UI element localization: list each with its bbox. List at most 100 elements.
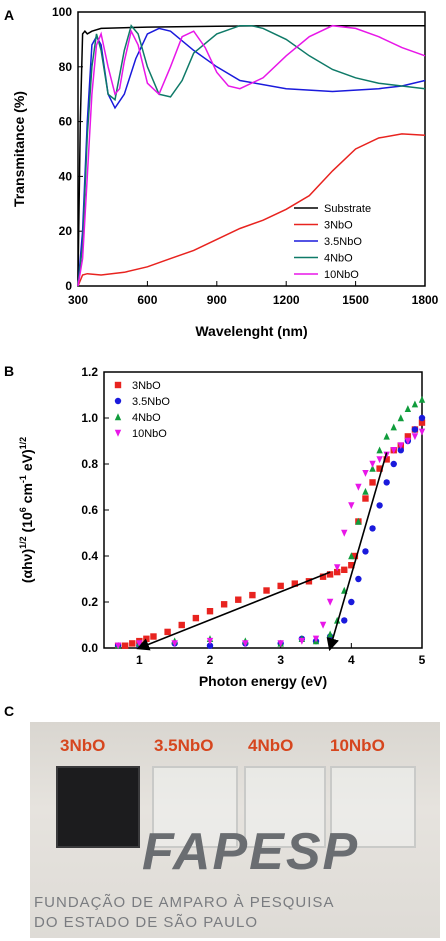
logo-wordmark: FAPESP (142, 823, 360, 881)
data-point (206, 637, 214, 645)
data-point (397, 447, 404, 454)
y-tick-label: 40 (59, 169, 73, 183)
data-point (291, 580, 298, 587)
samples-photo: 3NbO 3.5NbO 4NbO 10NbO FAPESP FUNDAÇÃO D… (30, 722, 440, 938)
data-point (376, 456, 383, 464)
data-point (355, 483, 362, 491)
data-point (404, 405, 412, 412)
data-point (114, 429, 122, 437)
x-axis-label: Wavelenght (nm) (195, 323, 307, 339)
series-line (77, 24, 426, 287)
data-point (334, 616, 341, 624)
panel-c-label: C (4, 703, 14, 719)
data-point (397, 414, 404, 422)
data-point (369, 525, 376, 532)
x-tick-label: 300 (68, 293, 88, 307)
data-point (143, 635, 150, 642)
sample-label-3nbo: 3NbO (60, 736, 106, 755)
y-tick-label: 1.2 (81, 365, 98, 379)
panel-a-label: A (4, 7, 14, 23)
series-line (77, 24, 425, 281)
y-axis-label-part: eV) (19, 449, 35, 475)
logo-line-2: DO ESTADO DE SÃO PAULO (34, 914, 258, 931)
data-point (206, 642, 214, 649)
data-point (178, 621, 185, 629)
data-point (351, 552, 359, 560)
transmittance-chart: A 300 600 900 1200 1500 1800 0 20 40 60 80 100 Wavel… (4, 5, 439, 339)
data-point (376, 502, 383, 509)
data-point (192, 614, 200, 622)
legend-entry: 3NbO (324, 220, 353, 232)
x-tick-label: 4 (348, 653, 355, 667)
data-point (369, 460, 376, 468)
y-tick-label: 0.8 (81, 457, 98, 471)
data-point (220, 601, 228, 608)
data-point (326, 630, 334, 638)
data-point (348, 552, 355, 560)
data-point (312, 635, 320, 643)
data-point (362, 495, 369, 502)
fit-line (136, 571, 331, 651)
legend-entry: 4NbO (324, 253, 353, 265)
legend-entry: 4NbO (132, 412, 161, 424)
legend-entry: 10NbO (324, 269, 359, 281)
legend-entry: 3.5NbO (132, 396, 170, 408)
data-point (114, 397, 122, 405)
data-point (404, 433, 412, 440)
data-point (348, 562, 355, 569)
data-point (362, 548, 369, 555)
x-tick-label: 1800 (412, 293, 439, 307)
data-point (235, 596, 242, 603)
data-point (418, 395, 426, 403)
data-point (334, 564, 341, 572)
plot-frame (77, 11, 426, 287)
y-tick-label: 0.4 (81, 549, 98, 563)
sample-label-3-5nbo: 3.5NbO (154, 736, 214, 755)
sample-glass-3nbo (56, 766, 140, 848)
tauc-plot-chart: B 1 2 3 4 5 0.0 0.2 0.4 0.6 0.8 1.0 1.2 Photon energ… (4, 363, 426, 689)
y-tick-label: 1.0 (81, 411, 98, 425)
panel-c-caption: C (4, 703, 14, 719)
data-point (334, 568, 341, 576)
x-tick-label: 2 (207, 653, 214, 667)
sample-glass-4nbo (244, 766, 326, 848)
x-tick-label: 900 (207, 293, 227, 307)
data-point (341, 566, 348, 573)
data-point (319, 621, 327, 629)
y-tick-label: 100 (52, 5, 72, 19)
data-point (263, 587, 270, 594)
data-point (171, 640, 178, 648)
data-point (369, 479, 376, 486)
series-line (77, 27, 426, 287)
y-tick-label: 0 (65, 279, 72, 293)
x-tick-label: 1200 (273, 293, 300, 307)
data-point (298, 637, 306, 645)
y-tick-label: 60 (59, 115, 73, 129)
data-point (418, 414, 426, 422)
y-axis-label-part: 1/2 (18, 437, 28, 450)
data-point (341, 617, 348, 624)
data-point (383, 432, 390, 440)
data-point (383, 456, 390, 463)
data-point (390, 447, 397, 454)
y-axis-label-part: (αhν) (19, 549, 35, 583)
sample-label-10nbo: 10NbO (330, 736, 385, 755)
data-point (411, 433, 419, 441)
data-point (397, 442, 404, 450)
fit-line (326, 452, 388, 652)
panel-b-label: B (4, 363, 14, 379)
sample-glass-10nbo (330, 766, 416, 848)
series-line (77, 24, 426, 287)
data-point (362, 487, 369, 495)
y-axis-label-part: -1 (18, 475, 28, 483)
x-tick-label: 600 (137, 293, 157, 307)
data-point (326, 598, 334, 606)
data-point (114, 413, 122, 421)
sample-glass-3-5nbo (152, 766, 238, 848)
data-point (114, 642, 122, 650)
data-point (206, 608, 214, 615)
data-point (355, 517, 362, 525)
data-point (369, 464, 376, 472)
y-axis-label-part: 6 (18, 507, 28, 512)
data-point (129, 640, 136, 647)
